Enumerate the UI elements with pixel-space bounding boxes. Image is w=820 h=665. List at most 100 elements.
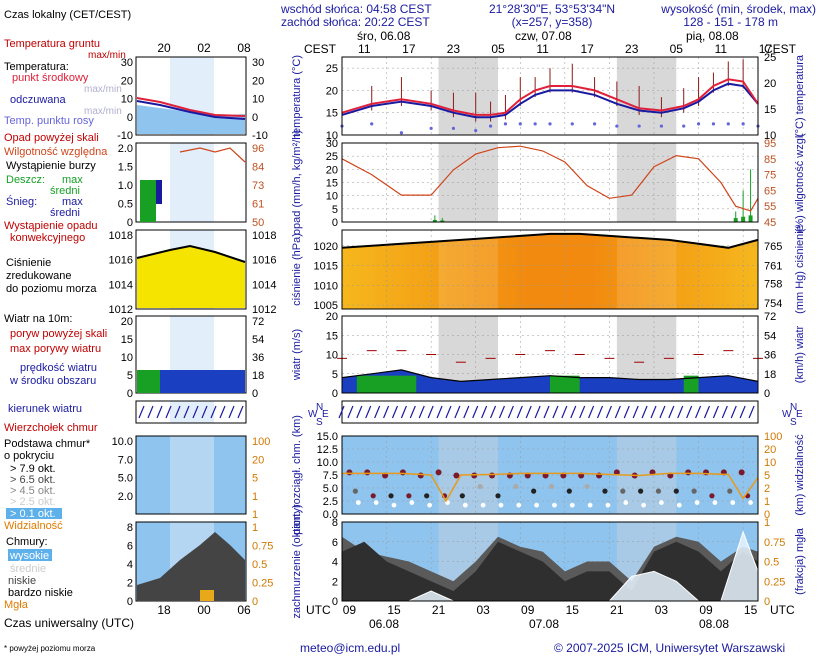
legend-ytick: 1014 — [109, 279, 133, 291]
legend-wind-arrow — [138, 405, 145, 419]
legend-ytick: 15 — [121, 334, 133, 346]
humidity-rtick: 55 — [764, 201, 776, 213]
dew-point-dot — [592, 122, 597, 126]
legend-rtick: 0 — [252, 596, 258, 608]
cloud-base-dot — [691, 488, 697, 494]
cloud-base-dot — [352, 488, 358, 494]
legend-rtick: 0 — [252, 112, 258, 124]
pres-night-1 — [616, 230, 677, 309]
legend-hour-bottom: 06 — [237, 603, 251, 617]
legend-fog: Mgła — [4, 599, 29, 611]
email-link[interactable]: meteo@icm.edu.pl — [300, 641, 400, 655]
wind-dir-arrow — [561, 405, 568, 419]
legend-ytick: 1016 — [109, 255, 133, 267]
wind-dir-arrow — [516, 405, 523, 419]
legend-pressure2: zredukowane — [6, 270, 71, 282]
base-rtick: 5 — [764, 470, 770, 482]
cloud-base-dot — [388, 493, 394, 499]
wind-ytick: 15 — [326, 330, 338, 342]
cloud-base-dot — [655, 488, 662, 494]
dew-point-dot — [570, 122, 574, 126]
legend-pressure3: do poziomu morza — [6, 283, 97, 295]
legend-rtick: 36 — [252, 352, 264, 364]
cloud-top-dot — [685, 469, 692, 476]
legend-temp-felt-line — [136, 100, 246, 120]
legend-ytick: 5.0 — [118, 473, 133, 485]
cloud-base-dot — [620, 488, 626, 494]
utc-left: UTC — [306, 603, 331, 617]
cloud-top-dot — [399, 469, 406, 476]
rain-ytick: 5 — [332, 204, 338, 216]
legend-mini-border-5 — [135, 435, 247, 515]
legend-rtick: 30 — [252, 57, 264, 69]
legend-rtick: 0.75 — [252, 541, 273, 553]
legend-wind-arrow — [192, 405, 199, 419]
base-rtick: 20 — [764, 444, 776, 456]
legend-temp-felt-minmax: max/min — [84, 106, 122, 117]
base-rtick: 100 — [764, 431, 782, 443]
dew-point-dot — [696, 122, 701, 126]
legend-wind-arrow — [237, 405, 244, 419]
cover-right-label: (frakcja) mgła — [794, 527, 806, 595]
legend-ytick: 20 — [121, 316, 133, 328]
legend-temp-mid-line — [136, 97, 246, 117]
rain-mean-bar — [432, 219, 437, 222]
hour-label-bottom: 15 — [387, 603, 401, 617]
wind-green-patch — [356, 375, 417, 393]
legend-okt65: > 6.5 okt. — [10, 474, 56, 486]
legend-wind-arrow — [210, 405, 217, 419]
cover-ytick: 6 — [332, 537, 338, 549]
pres-ytick: 1005 — [314, 300, 338, 312]
wind-dir-arrow — [338, 405, 345, 419]
temp-ytick: 10 — [326, 130, 338, 142]
cloud-low-dot — [676, 502, 682, 508]
legend-okt01: > 0.1 okt. — [10, 508, 56, 520]
footnote: * powyżej poziomu morza — [4, 644, 96, 653]
cloud-base-dot — [406, 493, 412, 499]
legend-mini-border-4 — [135, 400, 247, 424]
base-ytick: 0.0 — [323, 509, 338, 521]
wind-dir-arrow — [605, 405, 612, 419]
wind-dir-arrow — [641, 405, 648, 419]
hour-label-top: 17 — [580, 42, 594, 56]
pres-border — [341, 229, 759, 310]
cloud-base-dot — [370, 493, 376, 499]
wind-dir-arrow — [454, 405, 461, 419]
temp-mid-line — [341, 78, 759, 116]
cover-left-label: zachmurzenie (oktanty) — [291, 504, 303, 618]
compass-N: N — [316, 402, 323, 413]
legend-rtick: 20 — [252, 75, 264, 87]
wind-dir-arrow — [445, 405, 452, 419]
wind-dir-arrow — [703, 405, 711, 419]
wind-dir-arrow — [418, 405, 425, 419]
legend-okt25: > 2.5 okt. — [10, 496, 56, 508]
cloud-low-dot — [605, 502, 611, 508]
base-ytick: 7.5 — [323, 470, 338, 482]
cloud-low-dot — [427, 502, 433, 508]
base-rtick: 0 — [764, 509, 770, 521]
legend-rtick: 54 — [252, 334, 264, 346]
sunrise-text: wschód słońca: 04:58 CEST — [280, 2, 432, 16]
cloud-low-dot — [694, 500, 700, 505]
cover-rtick: 1 — [764, 517, 770, 529]
cloud-low-dot — [480, 502, 486, 508]
cover-rtick: 0.25 — [764, 576, 785, 588]
legend-gust-above: poryw powyżej skali — [10, 328, 107, 340]
legend-clouds: Chmury: — [6, 536, 48, 548]
rain-ytick: 0 — [332, 217, 338, 229]
temp-rtick: 20 — [764, 78, 776, 90]
compass-E: E — [322, 409, 329, 420]
wind-dir-arrow — [365, 405, 372, 419]
cest-left: CEST — [304, 42, 337, 56]
legend-ytick: 2 — [127, 578, 133, 590]
legend-mini-night-5 — [170, 436, 214, 514]
legend-hour-bottom: 18 — [157, 603, 171, 617]
hour-label-bottom: 09 — [699, 603, 713, 617]
legend-cover-area — [137, 532, 245, 601]
copyright: © 2007-2025 ICM, Uniwersytet Warszawski — [554, 641, 785, 655]
hour-label-top: 17 — [402, 42, 416, 56]
wind-dir-arrow — [668, 405, 675, 419]
wind-left-label: wiatr (m/s) — [291, 329, 303, 381]
wind-dir-arrow — [677, 405, 684, 419]
wind-dir-arrow — [596, 405, 604, 419]
